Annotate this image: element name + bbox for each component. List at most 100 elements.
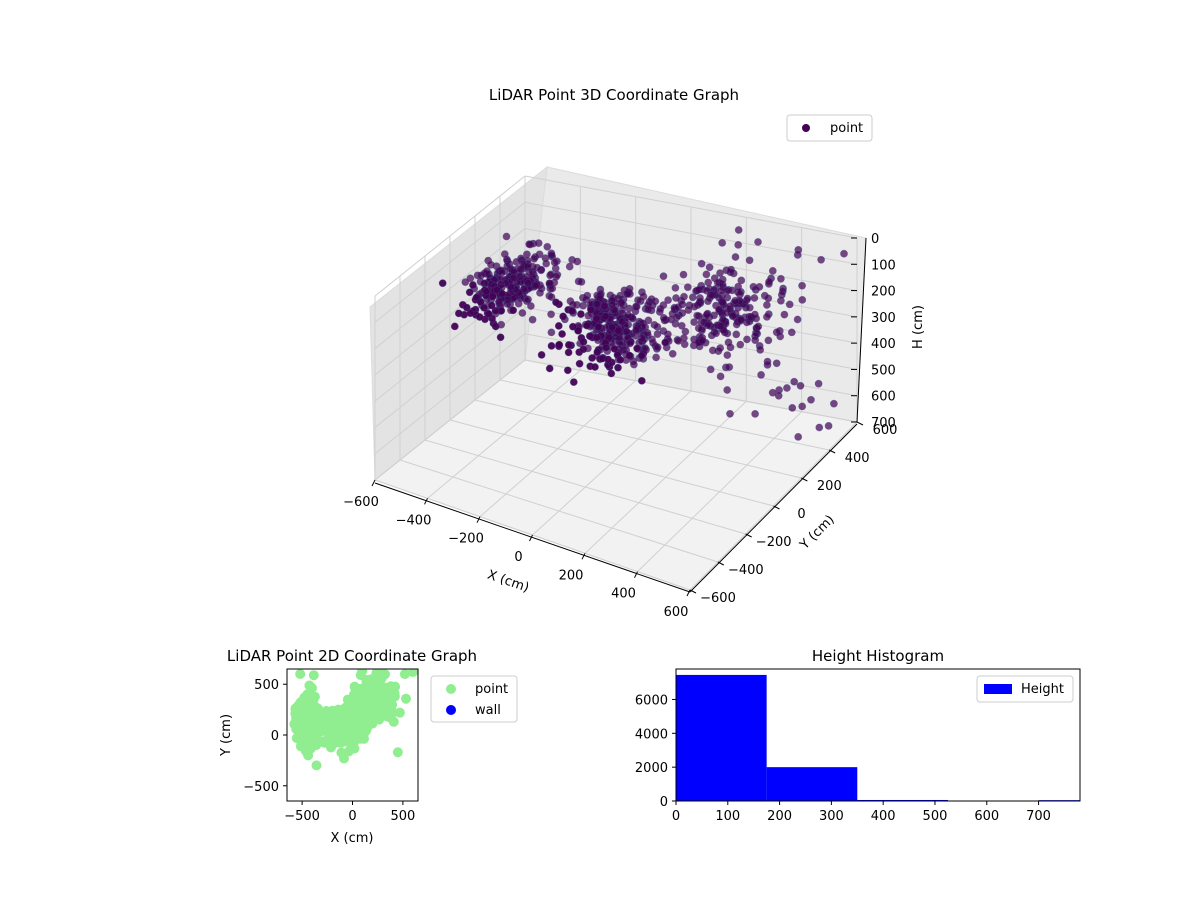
chart3d-xlabel: X (cm) <box>485 568 531 596</box>
chart3d-z-tick-label: 0 <box>871 232 879 247</box>
chart3d-point <box>706 365 715 374</box>
chart3d-point <box>637 334 646 343</box>
chart3d-x-tick-label: 600 <box>664 605 689 620</box>
chart3d-point <box>644 305 653 314</box>
chart3d-point <box>579 345 588 354</box>
chart2d-point <box>392 747 403 758</box>
chart3d-point <box>552 298 560 307</box>
chart3d-z-tick-label: 100 <box>871 258 896 273</box>
chart3d-point <box>725 363 734 371</box>
chart3d-point <box>591 363 599 371</box>
hist-x-tick-label: 200 <box>767 809 792 824</box>
chart3d-point <box>768 388 777 397</box>
chart3d-gridline <box>524 175 858 239</box>
chart3d-y-tick-label: −200 <box>756 535 792 550</box>
chart3d-point <box>659 313 668 322</box>
hist-x-tick-label: 100 <box>715 809 740 824</box>
chart3d-y-tick <box>689 589 697 594</box>
chart3d-point <box>547 293 556 301</box>
chart3d-y-tick-label: 200 <box>817 479 842 494</box>
chart3d-point <box>751 336 760 345</box>
chart3d-point <box>734 226 743 234</box>
chart2d-point <box>376 673 387 684</box>
chart3d-legend-label: point <box>830 121 863 136</box>
chart3d-point <box>480 279 489 288</box>
chart3d-y-tick-label: −600 <box>700 591 736 606</box>
chart3d-point <box>664 330 672 339</box>
chart2d-y-tick-label: 0 <box>271 729 279 744</box>
chart3d-title: LiDAR Point 3D Coordinate Graph <box>489 86 739 104</box>
chart2d-point <box>297 740 308 751</box>
chart3d-gridline <box>374 228 526 349</box>
chart3d-x-tick <box>686 589 691 597</box>
chart3d-point <box>454 309 463 318</box>
chart3d-x-tick <box>634 571 638 578</box>
chart3d-point <box>605 333 614 342</box>
chart3d-point <box>558 330 566 338</box>
chart3d-point <box>718 238 727 247</box>
chart3d-y-tick-label: 400 <box>845 451 870 466</box>
chart3d-legend-marker <box>802 124 810 132</box>
chart3d-point <box>715 305 723 314</box>
chart3d-point <box>575 359 584 368</box>
chart3d-point <box>588 354 596 362</box>
chart3d-gridline <box>374 333 526 455</box>
chart2d-x-tick-label: −500 <box>284 809 320 824</box>
hist-x-tick-label: 400 <box>871 809 896 824</box>
lidar-3d-chart: LiDAR Point 3D Coordinate Graph −600 −400… <box>343 86 926 620</box>
chart3d-point <box>732 330 741 339</box>
chart3d-axes <box>374 237 867 593</box>
chart3d-point <box>718 275 727 284</box>
chart3d-point <box>593 348 602 356</box>
chart3d-point <box>637 351 646 360</box>
chart3d-point <box>677 321 686 330</box>
chart3d-point <box>468 281 477 289</box>
chart3d-point <box>545 364 554 373</box>
chart3d-point <box>475 313 484 321</box>
chart3d-tick-labels: −600−400−2000200400600−600−400−200020040… <box>343 232 897 620</box>
chart3d-z-tick-label: 300 <box>871 311 896 326</box>
chart3d-point <box>604 355 612 364</box>
chart3d-point <box>680 334 688 342</box>
chart3d-point <box>630 360 638 369</box>
chart3d-zlabel: H (cm) <box>911 305 926 349</box>
chart3d-point <box>726 304 735 313</box>
chart2d-x-tick-label: 500 <box>390 809 415 824</box>
chart2d-legend-marker-point <box>446 684 456 694</box>
chart3d-point <box>757 370 765 379</box>
chart3d-point <box>547 341 556 350</box>
hist-bar <box>766 767 858 801</box>
chart3d-points <box>438 226 848 441</box>
chart2d-point <box>361 717 371 727</box>
hist-bar <box>676 674 767 801</box>
chart3d-point <box>824 421 833 430</box>
chart3d-point <box>798 295 807 304</box>
chart3d-point <box>774 391 783 400</box>
chart2d-point <box>308 670 319 681</box>
chart3d-gridline <box>374 201 526 323</box>
chart3d-point <box>600 302 609 311</box>
chart3d-point <box>840 249 848 258</box>
chart3d-y-tick <box>856 421 864 426</box>
chart2d-point <box>385 712 396 723</box>
chart3d-point <box>637 376 646 385</box>
chart3d-z-tick-label: 200 <box>871 285 896 300</box>
chart3d-point <box>619 345 628 354</box>
chart2d-legend-label-wall: wall <box>475 703 501 718</box>
chart3d-x-tick-label: −600 <box>343 495 379 510</box>
chart3d-point <box>547 328 556 337</box>
chart2d-xlabel: X (cm) <box>331 831 374 846</box>
chart2d-point <box>295 697 306 708</box>
chart3d-point <box>500 250 509 258</box>
chart3d-point <box>525 268 534 277</box>
chart3d-point <box>777 274 785 283</box>
chart3d-gridline <box>374 359 526 481</box>
chart3d-point <box>756 345 765 354</box>
chart3d-point <box>798 402 807 411</box>
chart3d-y-tick-label: −400 <box>728 563 764 578</box>
chart2d-point <box>293 727 304 738</box>
chart3d-point <box>509 273 518 282</box>
hist-x-tick-label: 600 <box>974 809 999 824</box>
chart3d-point <box>583 321 591 330</box>
hist-y-tick-label: 4000 <box>635 727 668 742</box>
